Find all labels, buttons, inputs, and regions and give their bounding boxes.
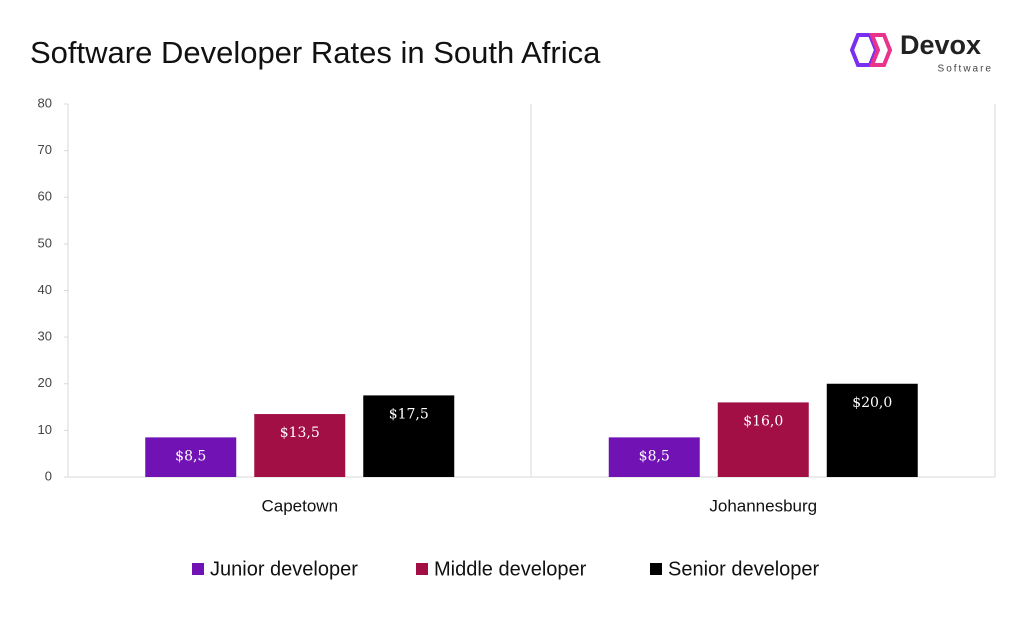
x-tick-label: Capetown — [261, 496, 338, 515]
legend-swatch — [192, 563, 204, 575]
y-tick-label: 30 — [38, 329, 52, 344]
y-tick-label: 10 — [38, 422, 52, 437]
y-tick-label: 80 — [38, 95, 52, 110]
bar — [826, 383, 918, 477]
bar — [254, 414, 346, 477]
y-tick-label: 50 — [38, 235, 52, 250]
legend-swatch — [650, 563, 662, 575]
bar — [717, 402, 809, 477]
y-tick-label: 70 — [38, 142, 52, 157]
bar — [145, 437, 237, 477]
logo-name: Devox — [900, 30, 981, 60]
value-label: $13,5 — [280, 425, 320, 441]
y-tick-label: 60 — [38, 189, 52, 204]
bar — [608, 437, 700, 477]
legend-label: Middle developer — [434, 558, 587, 580]
legend-label: Senior developer — [668, 558, 820, 580]
value-label: $8,5 — [639, 448, 670, 464]
legend-label: Junior developer — [210, 558, 358, 580]
legend-swatch — [416, 563, 428, 575]
logo: Devox Software — [849, 30, 993, 75]
value-label: $8,5 — [175, 448, 206, 464]
value-label: $17,5 — [389, 406, 429, 422]
logo-icon — [869, 33, 893, 67]
y-tick-label: 0 — [45, 468, 52, 483]
y-tick-label: 40 — [38, 282, 52, 297]
bar — [363, 395, 455, 477]
value-label: $20,0 — [852, 395, 892, 411]
y-tick-label: 20 — [38, 375, 52, 390]
logo-tagline: Software — [938, 64, 993, 75]
x-tick-label: Johannesburg — [709, 496, 817, 515]
value-label: $16,0 — [743, 413, 783, 429]
chart-title: Software Developer Rates in South Africa — [30, 35, 601, 70]
